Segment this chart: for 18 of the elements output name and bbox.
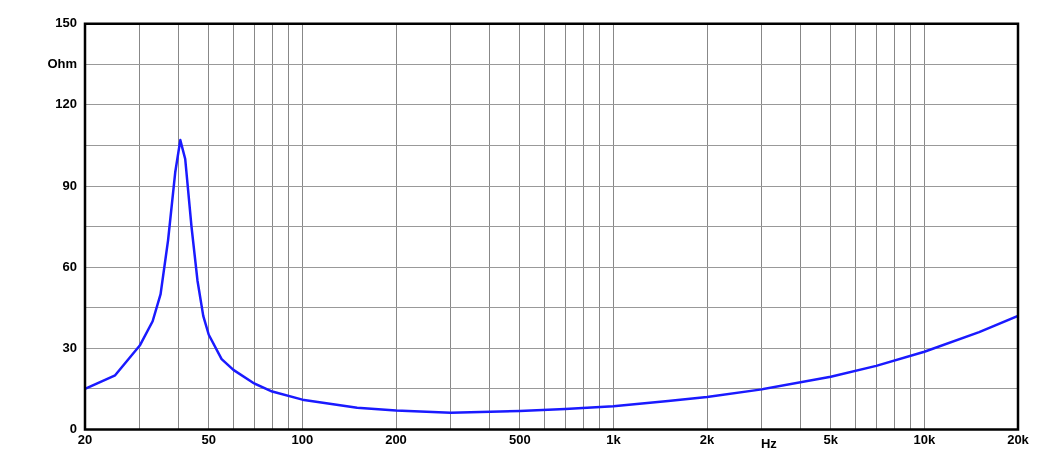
x-axis-title: Hz xyxy=(760,436,778,452)
x-tick-label: 2k xyxy=(699,431,715,447)
y-tick-label: 0 xyxy=(69,420,77,436)
x-tick-label: 100 xyxy=(291,431,314,447)
y-tick-label: 30 xyxy=(62,339,77,355)
x-tick-label: 5k xyxy=(823,431,839,447)
x-tick-label: 50 xyxy=(201,431,216,447)
y-axis-title: Ohm xyxy=(47,55,77,71)
y-tick-label: 150 xyxy=(55,15,77,31)
x-tick-label: 200 xyxy=(385,431,407,447)
x-tick-label: 20k xyxy=(1007,431,1030,447)
y-tick-label: 120 xyxy=(55,96,77,112)
y-tick-label: 60 xyxy=(62,258,77,274)
x-tick-label: 1k xyxy=(606,431,622,447)
y-tick-label: 90 xyxy=(62,177,77,193)
x-tick-label: 500 xyxy=(508,431,531,447)
x-tick-label: 10k xyxy=(913,431,936,447)
x-tick-label: 20 xyxy=(77,431,93,447)
